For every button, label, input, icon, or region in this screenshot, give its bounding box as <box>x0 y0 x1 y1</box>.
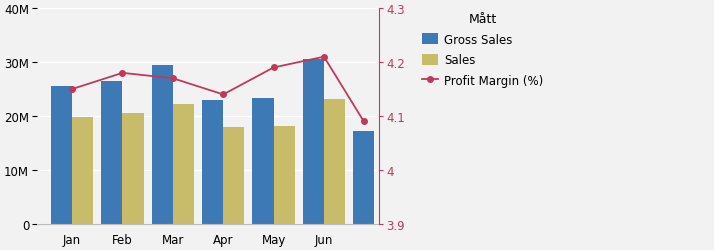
Bar <box>123 114 144 224</box>
Bar <box>72 118 94 224</box>
Bar <box>101 82 123 224</box>
Bar <box>273 126 295 224</box>
Bar <box>151 66 173 224</box>
Legend: Gross Sales, Sales, Profit Margin (%): Gross Sales, Sales, Profit Margin (%) <box>420 11 546 90</box>
Bar <box>51 87 72 224</box>
Bar <box>253 99 273 224</box>
Bar <box>223 127 244 224</box>
Bar <box>303 60 324 224</box>
Bar <box>353 131 374 224</box>
Bar <box>202 100 223 224</box>
Bar <box>324 99 345 224</box>
Bar <box>173 105 194 224</box>
